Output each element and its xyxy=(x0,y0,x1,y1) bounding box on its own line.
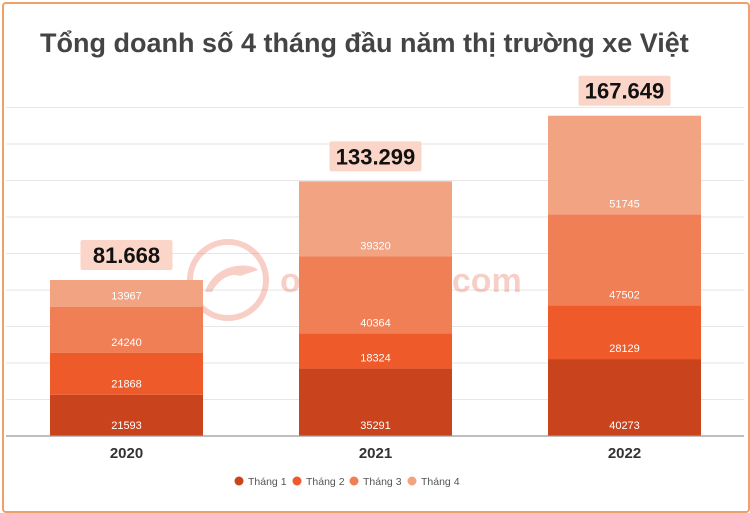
data-label: 35291 xyxy=(360,420,391,432)
legend-marker xyxy=(234,476,244,486)
legend-label: Tháng 4 xyxy=(421,476,460,488)
bar-segment xyxy=(50,306,203,353)
legend-item: Tháng 1 xyxy=(234,476,287,488)
data-label: 13967 xyxy=(111,291,142,303)
data-label: 40364 xyxy=(360,318,391,330)
watermark-swoosh-icon xyxy=(205,265,258,292)
bar-segment xyxy=(50,394,203,436)
x-tick-label: 2022 xyxy=(608,445,641,462)
legend-label: Tháng 1 xyxy=(248,476,287,488)
total-label-box xyxy=(329,141,422,172)
data-label: 28129 xyxy=(609,343,640,355)
legend: Tháng 1 Tháng 2 Tháng 3 Tháng 4 xyxy=(234,476,460,488)
data-label: 18324 xyxy=(360,353,391,365)
legend-label: Tháng 2 xyxy=(306,476,345,488)
legend-item: Tháng 4 xyxy=(407,476,460,488)
legend-label: Tháng 3 xyxy=(363,476,402,488)
legend-item: Tháng 2 xyxy=(292,476,345,488)
total-label: 133.299 xyxy=(336,144,416,169)
total-label-box xyxy=(578,75,671,106)
total-label: 81.668 xyxy=(93,243,160,268)
legend-item: Tháng 3 xyxy=(349,476,402,488)
total-label-box xyxy=(80,239,173,270)
bar-segment xyxy=(299,368,452,436)
bar-segment xyxy=(50,279,203,307)
x-tick-label: 2021 xyxy=(359,445,392,462)
legend-marker xyxy=(292,476,302,486)
legend-marker xyxy=(349,476,359,486)
data-label: 51745 xyxy=(609,199,640,211)
data-label: 47502 xyxy=(609,289,640,301)
bar-segment xyxy=(50,352,203,395)
bar-segment xyxy=(299,256,452,334)
chart-title: Tổng doanh số 4 tháng đầu năm thị trường… xyxy=(40,28,689,58)
data-label: 21593 xyxy=(111,420,142,432)
data-label: 40273 xyxy=(609,420,640,432)
bar-segment xyxy=(548,359,701,436)
bar-segment xyxy=(299,333,452,369)
data-label: 24240 xyxy=(111,337,142,349)
legend-marker xyxy=(407,476,417,486)
bar-segment xyxy=(548,214,701,306)
data-label: 39320 xyxy=(360,240,391,252)
bar-segment xyxy=(548,305,701,360)
bar-segment xyxy=(548,115,701,215)
data-label: 21868 xyxy=(111,379,142,391)
bars: 21593 21868 24240 13967 81.668 2020 35291 18324… xyxy=(50,75,701,462)
bar-segment xyxy=(299,181,452,257)
total-label: 167.649 xyxy=(585,79,665,104)
x-tick-label: 2020 xyxy=(110,445,143,462)
